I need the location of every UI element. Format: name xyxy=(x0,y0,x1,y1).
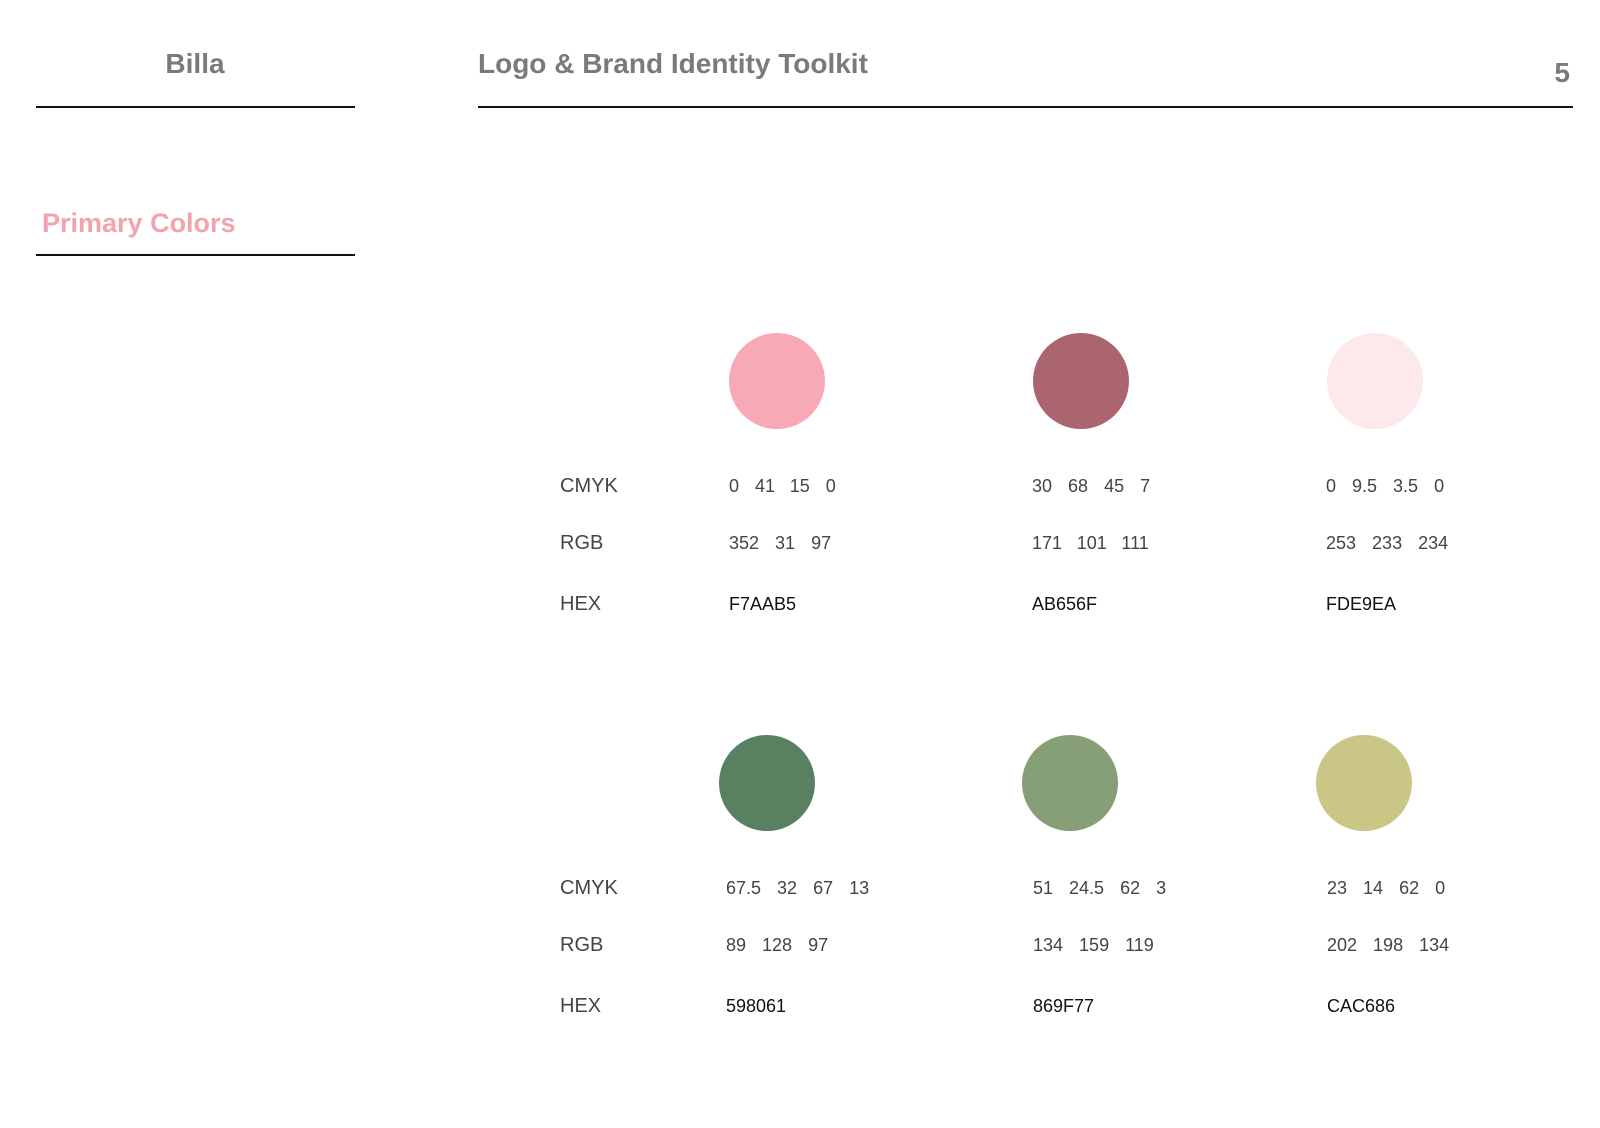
value: 89 xyxy=(726,935,746,955)
color-swatch xyxy=(1022,735,1118,831)
cmyk-values: 0 9.5 3.5 0 xyxy=(1326,476,1444,496)
value: 3 xyxy=(1156,878,1166,898)
value: 101 xyxy=(1077,533,1107,553)
rgb-values: 202 198 134 xyxy=(1327,935,1449,955)
value: 67.5 xyxy=(726,878,761,898)
hex-value: FDE9EA xyxy=(1326,594,1396,614)
rgb-values: 352 31 97 xyxy=(729,533,831,553)
row-label: CMYK xyxy=(560,877,618,899)
value: 134 xyxy=(1033,935,1063,955)
color-swatch xyxy=(1033,333,1129,429)
value: 233 xyxy=(1372,533,1402,553)
row-label: RGB xyxy=(560,532,603,554)
brand-name: Billa xyxy=(165,48,225,79)
color-swatch xyxy=(1327,333,1423,429)
value: 97 xyxy=(811,533,831,553)
color-swatch xyxy=(1316,735,1412,831)
doc-title: Logo & Brand Identity Toolkit xyxy=(478,48,868,79)
value: 0 xyxy=(1435,878,1445,898)
value: 198 xyxy=(1373,935,1403,955)
value: 97 xyxy=(808,935,828,955)
value: 30 xyxy=(1032,476,1052,496)
row-label: HEX xyxy=(560,995,601,1017)
page-number: 5 xyxy=(1554,57,1570,88)
value: 0 xyxy=(1326,476,1336,496)
value: 171 xyxy=(1032,533,1062,553)
rgb-values: 89 128 97 xyxy=(726,935,828,955)
value: 111 xyxy=(1121,533,1148,553)
value: 119 xyxy=(1125,935,1154,955)
value: 15 xyxy=(790,476,810,496)
value: 159 xyxy=(1079,935,1109,955)
value: 9.5 xyxy=(1352,476,1377,496)
value: 0 xyxy=(729,476,739,496)
cmyk-values: 67.5 32 67 13 xyxy=(726,878,869,898)
value: 23 xyxy=(1327,878,1347,898)
rgb-values: 171 101 111 xyxy=(1032,533,1149,553)
value: 32 xyxy=(777,878,797,898)
value: 67 xyxy=(813,878,833,898)
value: 45 xyxy=(1104,476,1124,496)
hex-value: 869F77 xyxy=(1033,996,1094,1016)
value: 24.5 xyxy=(1069,878,1104,898)
value: 234 xyxy=(1418,533,1448,553)
value: 134 xyxy=(1419,935,1449,955)
hex-value: AB656F xyxy=(1032,594,1097,614)
value: 14 xyxy=(1363,878,1383,898)
value: 62 xyxy=(1399,878,1419,898)
row-label: CMYK xyxy=(560,475,618,497)
color-swatch xyxy=(719,735,815,831)
value: 0 xyxy=(1434,476,1444,496)
row-label: RGB xyxy=(560,934,603,956)
section-title: Primary Colors xyxy=(42,208,236,238)
value: 0 xyxy=(826,476,836,496)
value: 352 xyxy=(729,533,759,553)
cmyk-values: 23 14 62 0 xyxy=(1327,878,1445,898)
value: 62 xyxy=(1120,878,1140,898)
cmyk-values: 30 68 45 7 xyxy=(1032,476,1150,496)
cmyk-values: 0 41 15 0 xyxy=(729,476,836,496)
color-swatch xyxy=(729,333,825,429)
value: 3.5 xyxy=(1393,476,1418,496)
hex-value: 598061 xyxy=(726,996,786,1016)
hex-value: CAC686 xyxy=(1327,996,1395,1016)
value: 7 xyxy=(1140,476,1150,496)
hex-value: F7AAB5 xyxy=(729,594,796,614)
value: 51 xyxy=(1033,878,1053,898)
cmyk-values: 51 24.5 62 3 xyxy=(1033,878,1166,898)
row-label: HEX xyxy=(560,593,601,615)
value: 13 xyxy=(849,878,869,898)
value: 128 xyxy=(762,935,792,955)
rgb-values: 134 159 119 xyxy=(1033,935,1154,955)
value: 68 xyxy=(1068,476,1088,496)
value: 31 xyxy=(775,533,795,553)
rgb-values: 253 233 234 xyxy=(1326,533,1448,553)
value: 253 xyxy=(1326,533,1356,553)
value: 41 xyxy=(755,476,775,496)
value: 202 xyxy=(1327,935,1357,955)
